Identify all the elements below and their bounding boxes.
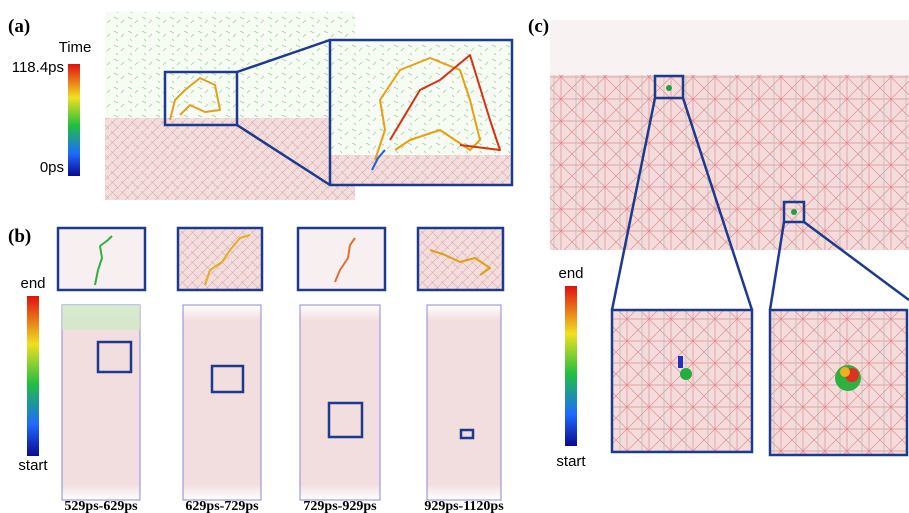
window-panels [58, 228, 503, 500]
colorbar [68, 64, 80, 176]
water-layer [62, 305, 140, 330]
column [427, 305, 501, 500]
colorbar-max: 118.4ps [12, 59, 64, 76]
molecule [666, 85, 672, 91]
inset [418, 228, 503, 290]
time-window: 529ps-629ps [64, 499, 138, 513]
colorbar [27, 296, 39, 456]
panel-label: (a) [8, 16, 30, 37]
colorbar-min: start [556, 453, 586, 470]
ice-region [105, 118, 355, 200]
time-window: 729ps-929ps [303, 499, 377, 513]
colorbar-min: 0ps [40, 159, 64, 176]
column [183, 305, 261, 500]
colorbar-title: Time [59, 39, 92, 56]
molecule [680, 368, 692, 380]
molecule [678, 356, 683, 368]
colorbar-min: start [18, 457, 48, 474]
inset [298, 228, 385, 290]
zoom-ice [330, 155, 512, 185]
ice-lattice [550, 75, 909, 250]
water-region [105, 12, 355, 118]
surface [550, 20, 909, 75]
zoom [612, 310, 752, 452]
figure: (a) Time 118.4ps 0ps (b) end start [0, 0, 909, 513]
inset [178, 228, 262, 290]
colorbar [565, 286, 577, 446]
molecule [840, 367, 850, 377]
column [62, 305, 140, 500]
colorbar-max: end [20, 275, 45, 292]
molecule [791, 209, 797, 215]
colorbar-max: end [558, 265, 583, 282]
time-window: 929ps-1120ps [424, 499, 504, 513]
panel-label: (c) [528, 16, 549, 37]
panel-label: (b) [8, 226, 31, 247]
time-window: 629ps-729ps [185, 499, 259, 513]
zoom-water [330, 40, 512, 155]
